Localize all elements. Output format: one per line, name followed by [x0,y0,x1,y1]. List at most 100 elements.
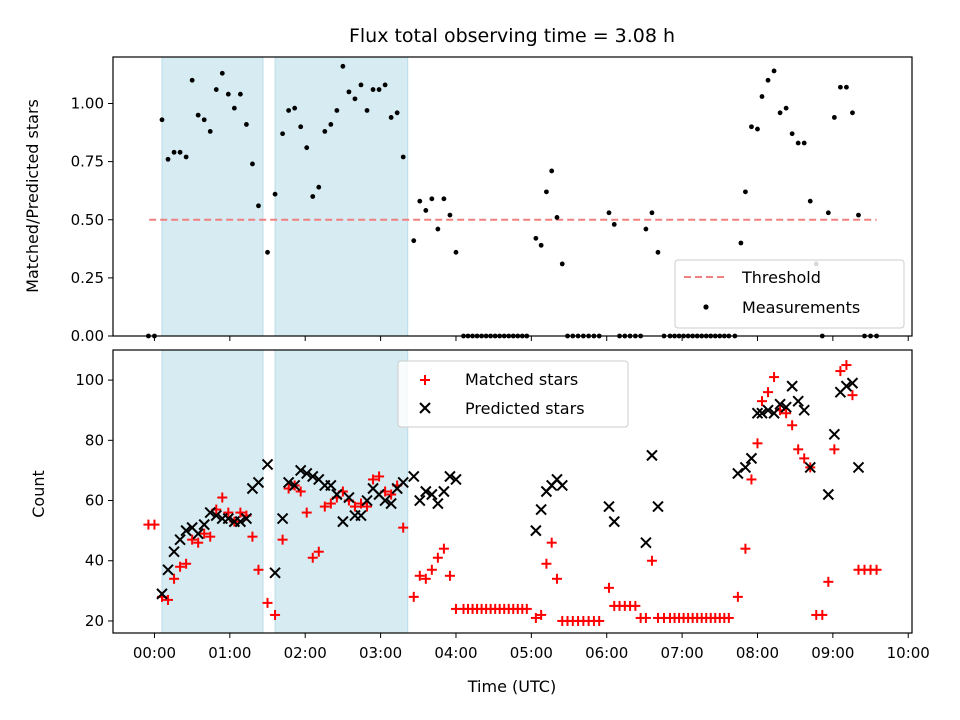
measurement-point [298,124,304,130]
measurement-point [554,215,560,220]
matched-star-point [756,396,767,407]
chart-title: Flux total observing time = 3.08 h [349,25,675,47]
bottom-y-axis-label: Count [29,470,48,518]
matched-star-point [277,534,288,545]
predicted-star-point [852,461,865,474]
measurement-point [272,191,278,197]
predicted-star-point [269,567,281,579]
measurement-point [447,212,453,218]
observing-windows-top [161,56,409,337]
x-tick-label: 07:00 [660,644,703,662]
predicted-star-point [174,533,186,546]
x-tick-label: 05:00 [510,644,553,662]
measurement-point [250,161,255,167]
x-tick-label: 06:00 [585,644,628,662]
measurement-point [743,189,748,195]
x-tick-label: 09:00 [811,644,854,662]
measurement-point [159,117,165,123]
matched-star-point [793,444,804,455]
bottom-legend-box [397,360,629,428]
predicted-star-point [751,407,764,419]
predicted-star-point [343,491,355,504]
matched-star-point [594,615,605,626]
observing-window-1 [161,56,264,337]
matched-star-point [438,543,449,554]
matched-star-point [551,573,562,584]
predicted-star-point [210,509,222,522]
matched-star-point [149,519,160,530]
matched-star-point [319,501,330,512]
predicted-star-point [646,449,658,462]
matched-star-point [740,543,751,554]
predicted-star-point [768,407,780,419]
matched-star-point [630,600,641,611]
predicted-star-point [355,509,367,522]
predicted-star-point [180,524,192,537]
measurement-point [749,124,754,130]
matched-star-point [247,531,258,542]
measurement-point [316,184,322,190]
legend-predicted-label: Predicted stars [465,399,585,418]
measurement-point [280,131,285,137]
bottom-y-ticks: 20 40 60 80 100 [75,371,113,630]
bottom-panel: 20 40 60 80 100 00:00 01:00 02:00 03:00 04:00 05:… [29,349,930,696]
measurement-point [765,77,771,83]
predicted-star-point [168,546,180,558]
measurement-point [755,126,760,132]
observing-window-1 [161,349,264,634]
matched-star-point [841,360,852,371]
measurement-point [738,240,744,246]
predicted-stars-series [156,377,865,600]
measurement-point [417,198,423,204]
matched-star-point [181,558,192,569]
matched-star-point [835,366,846,377]
x-tick-label: 08:00 [736,644,779,662]
measurement-point [643,226,649,232]
measurement-point [544,189,549,195]
predicted-star-point [640,536,652,549]
measurement-point [177,149,183,155]
predicted-star-point [198,518,210,531]
x-tick-label: 00:00 [133,644,176,662]
matched-star-point [262,597,273,608]
matched-star-point [546,537,557,548]
measurement-point [549,168,555,174]
measurement-point [606,210,612,216]
matched-star-point [295,486,306,497]
measurement-point [844,84,849,90]
y-tick-label: 1.00 [71,95,104,113]
measurement-point [850,110,855,116]
bottom-x-ticks: 00:00 01:00 02:00 03:00 04:00 05:00 06:00 07:00… [133,633,930,662]
matched-star-point [781,408,792,419]
predicted-star-point [739,461,752,474]
bottom-axes-frame [112,349,913,634]
matched-star-point [408,591,419,602]
measurement-point [837,84,843,90]
predicted-star-point [397,476,409,489]
predicted-star-point [426,488,438,501]
measurement-point [346,89,352,95]
measurement-point [265,249,270,255]
measurement-point [538,242,544,248]
predicted-star-point [786,380,798,392]
predicted-star-point [745,452,758,465]
measurement-point [807,198,813,204]
legend-measurements-label: Measurements [742,298,860,317]
measurement-point [400,154,406,160]
measurement-point [231,105,237,111]
predicted-star-point [846,377,859,389]
measurement-point [207,129,213,134]
predicted-star-point [822,488,835,501]
top-x-ticks [153,336,909,341]
matched-star-point [640,612,651,623]
predicted-star-point [234,515,247,528]
top-y-ticks: 0.00 0.25 0.50 0.75 1.00 [71,95,113,345]
predicted-star-point [240,512,253,525]
y-tick-label: 60 [85,492,104,510]
matched-star-point [787,420,798,431]
top-legend-box [674,259,905,329]
measurement-point [856,212,861,218]
measurement-point [789,131,795,137]
measurement-point [441,196,447,202]
measurement-point [453,249,459,255]
